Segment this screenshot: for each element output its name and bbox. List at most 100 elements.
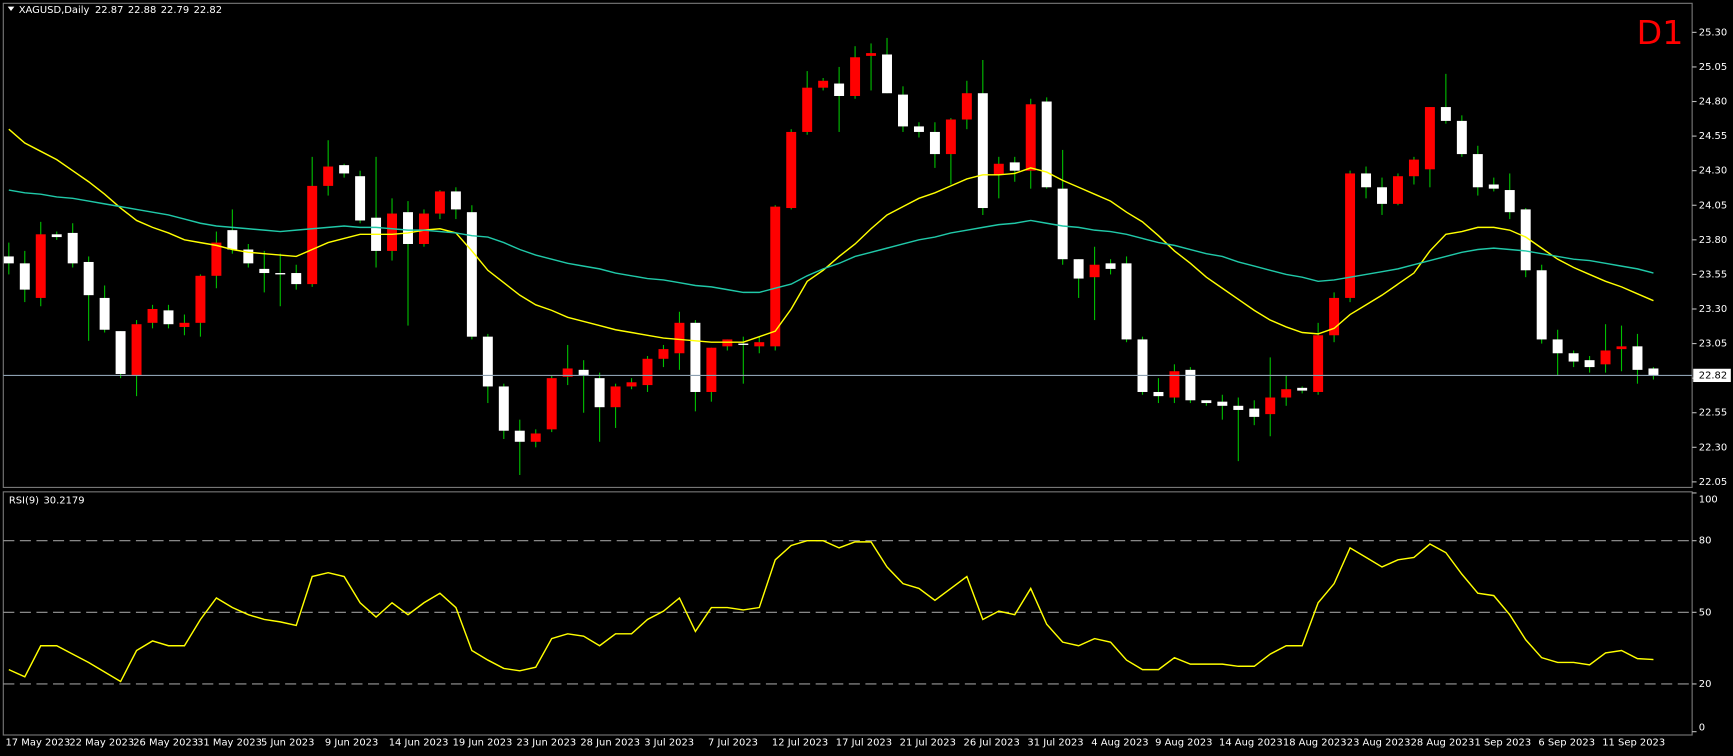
y-tick-label: 0 [1699, 722, 1705, 733]
candle-body [882, 54, 892, 94]
candle-body [211, 242, 222, 276]
x-tick-label: 23 Aug 2023 [1347, 738, 1411, 749]
candle-body [961, 93, 972, 120]
moving-average-line [8, 128, 1654, 343]
candle-body [546, 378, 557, 430]
candle-body [674, 322, 685, 354]
price-panel-frame [2, 2, 1693, 488]
candle-body [1233, 405, 1244, 410]
candle-body [1361, 173, 1372, 188]
candle-body [1648, 368, 1659, 376]
timeframe-label: D1 [1637, 13, 1684, 52]
candle-body [1424, 107, 1435, 170]
candle-body [35, 234, 46, 298]
candle-body [19, 263, 30, 290]
candle-body [993, 163, 1004, 175]
candle-body [626, 382, 637, 387]
candle-body [1281, 389, 1292, 398]
candle-body [1201, 400, 1212, 404]
y-tick-label: 24.30 [1699, 166, 1727, 177]
candle-body [1185, 369, 1196, 401]
candle-body [291, 273, 302, 285]
candle-body [1488, 184, 1499, 189]
x-tick-label: 26 May 2023 [133, 738, 198, 749]
candle-body [1121, 263, 1132, 340]
y-tick-label: 100 [1699, 495, 1718, 506]
candle-body [466, 212, 477, 337]
candle-body [834, 83, 845, 96]
candle-body [1377, 187, 1387, 204]
candle-body [1137, 339, 1148, 392]
candle-body [1584, 360, 1595, 368]
current-price-box [1693, 368, 1731, 383]
y-tick-label: 22.05 [1699, 477, 1727, 488]
candle-body [1009, 162, 1020, 171]
candle-body [131, 324, 142, 376]
y-tick-label: 25.30 [1699, 27, 1727, 38]
candle-body [1217, 401, 1228, 406]
candle-body [1536, 270, 1547, 340]
menu-arrow-icon[interactable] [7, 6, 15, 12]
candle-body [1504, 190, 1515, 213]
candle-body [738, 343, 749, 345]
candle-body [1616, 346, 1627, 350]
candle-body [3, 256, 14, 264]
candle-body [850, 57, 861, 96]
x-tick-label: 18 Aug 2023 [1283, 738, 1347, 749]
candle-body [1520, 209, 1531, 271]
candle-body [307, 185, 318, 285]
rsi-title: RSI(9) [9, 496, 39, 507]
y-tick-label: 22.30 [1699, 442, 1727, 453]
header-high: 22.88 [128, 5, 156, 16]
rsi-current-value: 30.2179 [43, 496, 84, 507]
candle-body [754, 342, 765, 347]
candle-body [434, 191, 445, 214]
y-tick-label: 24.55 [1699, 131, 1727, 142]
candle-body [1568, 353, 1579, 362]
candle-body [977, 93, 988, 209]
candle-body [355, 176, 366, 221]
candle-body [1456, 120, 1467, 155]
candle-body [1041, 101, 1052, 188]
candle-body [1440, 107, 1451, 121]
x-tick-label: 19 Jun 2023 [453, 738, 513, 749]
candle-body [929, 131, 940, 155]
candle-body [339, 165, 350, 174]
x-tick-label: 31 Jul 2023 [1027, 738, 1083, 749]
y-tick-label: 23.55 [1699, 269, 1727, 280]
candle-body [67, 232, 78, 264]
candle-body [1408, 159, 1419, 177]
candle-body [642, 358, 653, 386]
candle-body [1345, 173, 1356, 298]
current-price-label: 22.82 [1699, 370, 1727, 381]
y-tick-label: 24.80 [1699, 97, 1727, 108]
x-tick-label: 26 Jul 2023 [964, 738, 1020, 749]
candle-body [913, 126, 924, 132]
y-tick-label: 24.05 [1699, 200, 1727, 211]
y-tick-label: 23.05 [1699, 339, 1727, 350]
candle-body [275, 273, 286, 275]
y-tick-label: 50 [1699, 607, 1712, 618]
candle-body [1249, 408, 1260, 417]
candle-body [323, 166, 334, 186]
candle-body [578, 369, 589, 376]
candle-body [530, 433, 541, 442]
candle-body [51, 234, 62, 238]
header-low: 22.79 [161, 5, 189, 16]
candle-body [482, 336, 493, 387]
candle-body [403, 212, 413, 244]
candle-body [594, 378, 605, 408]
candle-body [163, 310, 174, 325]
x-tick-label: 5 Jun 2023 [261, 738, 314, 749]
candle-body [1025, 104, 1036, 171]
candle-body [770, 206, 781, 347]
candle-body [1265, 397, 1276, 415]
x-tick-label: 17 Jul 2023 [836, 738, 892, 749]
candle-body [99, 297, 110, 330]
rsi-line [8, 539, 1654, 683]
x-tick-label: 4 Aug 2023 [1091, 738, 1148, 749]
x-tick-label: 23 Jun 2023 [516, 738, 576, 749]
candle-body [1105, 263, 1116, 269]
